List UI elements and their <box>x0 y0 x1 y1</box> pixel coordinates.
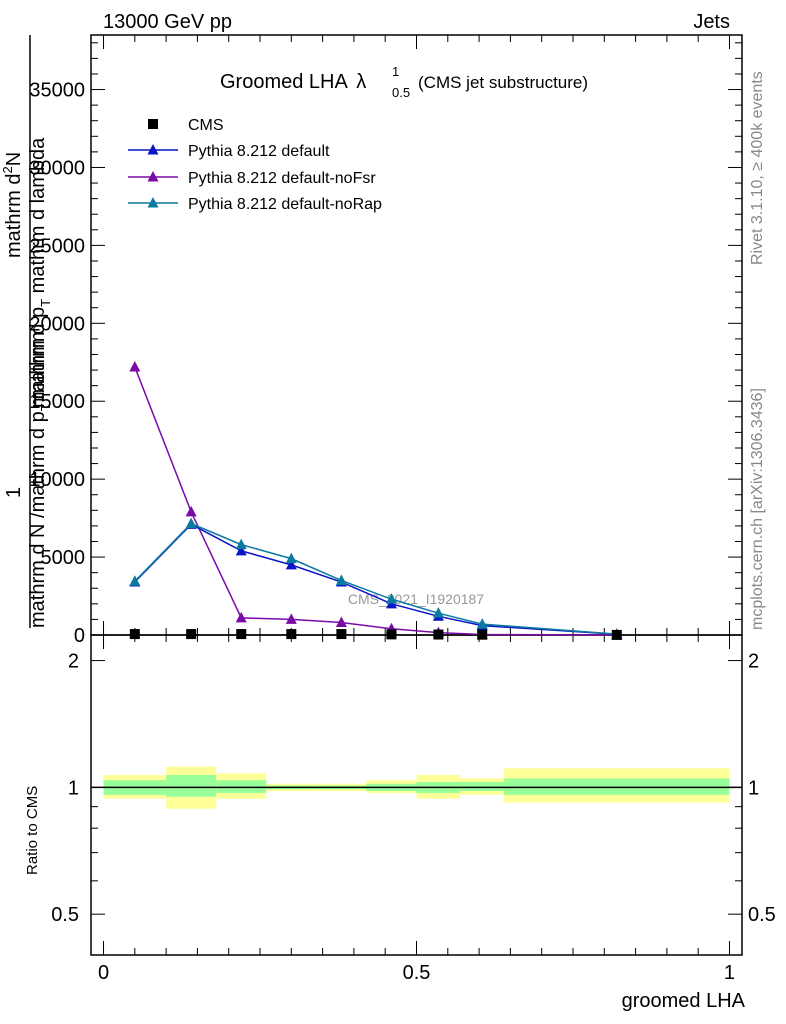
title-sub: 0.5 <box>392 85 410 100</box>
ylabel-line2-tail: mathrm <box>27 332 49 400</box>
mc-point <box>385 593 397 604</box>
ylabel-line3-main: mathrm d <box>3 174 25 258</box>
title-sup: 1 <box>392 64 399 79</box>
ratio-bands <box>91 766 742 809</box>
ratio-ytick-label: 0.5 <box>51 904 79 926</box>
mc-point <box>335 616 347 628</box>
ratio-axes: 0.5 0.5 1 1 2 2 0 0.5 1 <box>51 634 776 984</box>
mc-point <box>235 544 247 556</box>
main-y-label: 1 mathrm d N /mathrm d pTmathrm mathrm d… <box>0 35 53 628</box>
cms-point <box>129 629 140 640</box>
rivet-text: Rivet 3.1.10, ≥ 400k events <box>749 71 766 265</box>
main-ytick-label: 35000 <box>29 80 85 102</box>
ylabel-line4-tail: mathrm d lambda <box>27 137 49 299</box>
ratio-band-inner <box>166 774 217 797</box>
mc-point <box>129 575 141 586</box>
ylabel-line2-sub: T <box>38 403 53 411</box>
ratio-ytick-label-right: 1 <box>748 777 759 799</box>
header-left: 13000 GeV pp <box>103 11 232 33</box>
plot-title: Groomed LHA λ <box>220 71 366 93</box>
legend-label: Pythia 8.212 default <box>188 143 330 160</box>
mc-point <box>335 574 347 585</box>
title-main: Groomed LHA <box>220 71 348 93</box>
ylabel-line4-main: mathrm d p <box>27 307 49 408</box>
ylabel-line2-main: mathrm d N /mathrm d p <box>27 411 49 628</box>
series-line <box>134 523 617 635</box>
ratio-ytick-label-right: 0.5 <box>748 904 776 926</box>
x-axis-label: groomed LHA <box>622 990 746 1012</box>
cms-point <box>286 629 297 640</box>
cms-point <box>386 629 397 640</box>
main-ytick-label: 10000 <box>29 469 85 491</box>
mc-point <box>185 517 197 529</box>
title-lambda: λ <box>356 71 366 93</box>
mc-point <box>235 538 247 550</box>
cms-point <box>477 629 488 640</box>
title-note: (CMS jet substructure) <box>418 73 588 92</box>
header-right: Jets <box>693 11 730 33</box>
cms-point <box>433 629 444 640</box>
legend-marker <box>148 119 158 129</box>
cms-point <box>186 629 197 640</box>
legend: CMS Pythia 8.212 default Pythia 8.212 defa… <box>128 117 382 213</box>
mc-point <box>432 607 444 618</box>
legend-marker <box>147 197 159 208</box>
mc-point <box>235 611 247 623</box>
legend-label: Pythia 8.212 default-noFsr <box>188 170 376 187</box>
main-ytick-label: 20000 <box>29 313 85 335</box>
ratio-band-inner <box>460 781 505 792</box>
legend-marker <box>147 171 159 182</box>
mc-point <box>476 618 488 629</box>
main-axes: 0 5000 10000 15000 20000 25000 30000 35000 <box>29 34 743 647</box>
ratio-ytick-label: 1 <box>68 777 79 799</box>
mc-point <box>185 505 197 517</box>
ratio-xtick-label: 1 <box>724 962 735 984</box>
mc-point <box>285 552 297 564</box>
ratio-y-label: Ratio to CMS <box>24 786 41 875</box>
main-ytick-label: 5000 <box>41 547 86 569</box>
cms-point <box>336 629 347 640</box>
cms-point <box>611 629 622 640</box>
main-ytick-label: 0 <box>74 625 85 647</box>
mcplots-text: mcplots.cern.ch [arXiv:1306.3436] <box>749 388 766 630</box>
ratio-band-inner <box>216 780 267 793</box>
ylabel-line3-sup: 2 <box>0 166 15 173</box>
cms-point <box>236 629 247 640</box>
ratio-ytick-label-right: 2 <box>748 651 759 673</box>
ratio-xtick-label: 0 <box>98 962 109 984</box>
mc-point <box>285 613 297 624</box>
main-ytick-label: 15000 <box>29 391 85 413</box>
ylabel-line1: 1 <box>3 487 25 498</box>
main-ytick-label: 25000 <box>29 235 85 257</box>
mc-point <box>129 360 141 372</box>
ylabel-line3: mathrm d2N <box>0 152 25 258</box>
ratio-xtick-label: 0.5 <box>403 962 431 984</box>
legend-label: CMS <box>188 117 224 134</box>
mc-point <box>285 558 297 570</box>
series-layer <box>129 360 623 640</box>
ratio-ytick-label: 2 <box>68 651 79 673</box>
main-ytick-label: 30000 <box>29 157 85 179</box>
ylabel-line2: mathrm d N /mathrm d pTmathrm <box>27 332 53 628</box>
series-line <box>134 522 617 635</box>
legend-marker <box>147 144 159 155</box>
ylabel-line4: mathrm d pT mathrm d lambda <box>27 137 53 408</box>
ylabel-line4-sub: T <box>38 299 53 307</box>
legend-label: Pythia 8.212 default-noRap <box>188 196 382 213</box>
ylabel-line3-tail: N <box>3 152 25 166</box>
